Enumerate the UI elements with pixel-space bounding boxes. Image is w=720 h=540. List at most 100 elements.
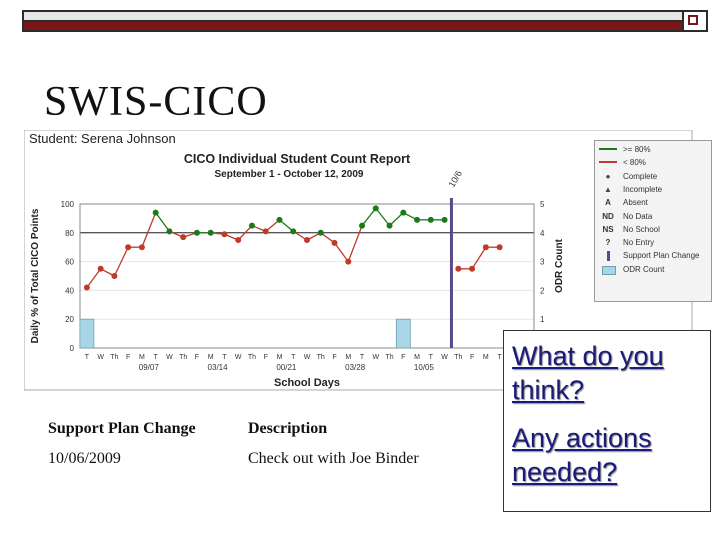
callout-question-1: What do you think? [512,341,664,405]
x-day-label: Th [385,354,393,361]
x-day-label: W [441,354,448,361]
plot-area [79,203,535,349]
legend-swatch: ▲ [604,184,612,194]
legend-swatch [602,265,616,275]
y2-tick-label: 3 [540,258,545,267]
x-day-label: T [360,354,365,361]
y2-tick-label: 4 [540,229,545,238]
data-point [235,237,242,243]
legend-label: ODR Count [623,264,665,274]
data-point [496,244,503,251]
discussion-callout: What do you think? Any actions needed? [503,330,711,512]
legend-label: No Data [623,211,653,221]
x-day-label: F [332,354,336,361]
x-day-label: W [372,354,379,361]
y-tick-label: 40 [65,286,74,295]
x-day-label: T [429,354,434,361]
data-point [262,228,269,235]
x-day-label: F [470,354,474,361]
x-day-label: W [97,354,104,361]
data-point [441,216,448,223]
x-day-label: M [483,354,489,361]
data-point [207,229,214,236]
data-point [193,229,200,236]
data-point [400,209,407,216]
x-day-label: T [154,354,159,361]
y2-tick-label: 2 [540,286,545,295]
x-day-label: M [277,354,283,361]
legend-swatch [607,251,610,262]
x-week-label: 09/07 [139,363,160,372]
legend-item: ▲ Incomplete [599,185,707,197]
x-day-label: W [166,354,173,361]
data-point [331,239,338,246]
legend-label: No Entry [623,238,655,248]
series-segment [113,246,129,277]
series-segment [389,212,404,227]
callout-question-2: Any actions needed? [512,423,652,487]
legend-swatch [599,148,617,150]
x-day-label: T [85,354,90,361]
data-point [166,228,173,235]
chart-subtitle: September 1 - October 12, 2009 [215,169,364,180]
data-point [386,222,393,229]
y2-axis-title: ODR Count [554,238,565,293]
data-point [372,205,379,212]
x-day-label: Th [179,354,187,361]
y-tick-label: 100 [61,200,75,209]
square-icon [688,15,698,25]
cico-chart: CICO Individual Student Count Report Sept… [23,129,712,392]
y-tick-label: 0 [70,344,75,353]
x-week-label: 03/14 [208,363,229,372]
slide-title: SWIS-CICO [44,79,268,125]
y2-tick-label: 1 [540,315,545,324]
odr-bar [395,318,411,349]
legend-swatch: ND [602,211,614,221]
chart-legend: >= 80% < 80% ● Complete ▲ Incomplete A Absent ND… [594,140,712,302]
x-day-label: M [345,354,351,361]
x-day-label: T [497,354,502,361]
legend-item: ● Complete [599,172,707,184]
legend-item: < 80% [599,158,707,170]
legend-swatch: ? [605,238,611,248]
data-point [414,216,421,223]
legend-label: Support Plan Change [623,251,700,261]
legend-item: >= 80% [599,145,707,157]
x-day-label: Th [110,354,118,361]
x-day-label: F [126,354,130,361]
table-header-support: Support Plan Change [48,420,196,437]
table-cell-date: 10/06/2009 [48,450,121,467]
legend-label: < 80% [623,158,646,168]
data-point [83,284,90,291]
legend-item: Support Plan Change [599,251,707,263]
x-day-label: F [264,354,268,361]
x-day-label: M [208,354,214,361]
x-day-label: M [139,354,145,361]
data-point [455,265,462,272]
data-point [125,244,132,251]
data-point [290,228,297,235]
data-point [111,273,118,279]
table-cell-description: Check out with Joe Binder [248,450,419,467]
x-day-label: W [235,354,242,361]
x-day-label: T [291,354,296,361]
legend-item: NS No School [599,225,707,237]
data-point [180,234,187,241]
chart-svg: CICO Individual Student Count Report Sept… [23,129,693,391]
data-point [97,265,104,272]
legend-label: >= 80% [623,145,651,154]
table-header-description: Description [248,420,328,437]
x-day-label: W [304,354,311,361]
legend-swatch: ● [605,171,611,181]
series-segment [237,225,253,241]
legend-swatch [599,161,617,164]
y-axis-title: Daily % of Total CICO Points [30,208,41,343]
series-segment [86,268,102,288]
data-point [276,216,283,223]
series-segment [141,212,157,248]
legend-label: Absent [623,198,648,208]
legend-label: No School [623,224,660,234]
legend-item: ? No Entry [599,238,707,250]
series-segment [155,212,170,232]
data-point [317,229,324,236]
